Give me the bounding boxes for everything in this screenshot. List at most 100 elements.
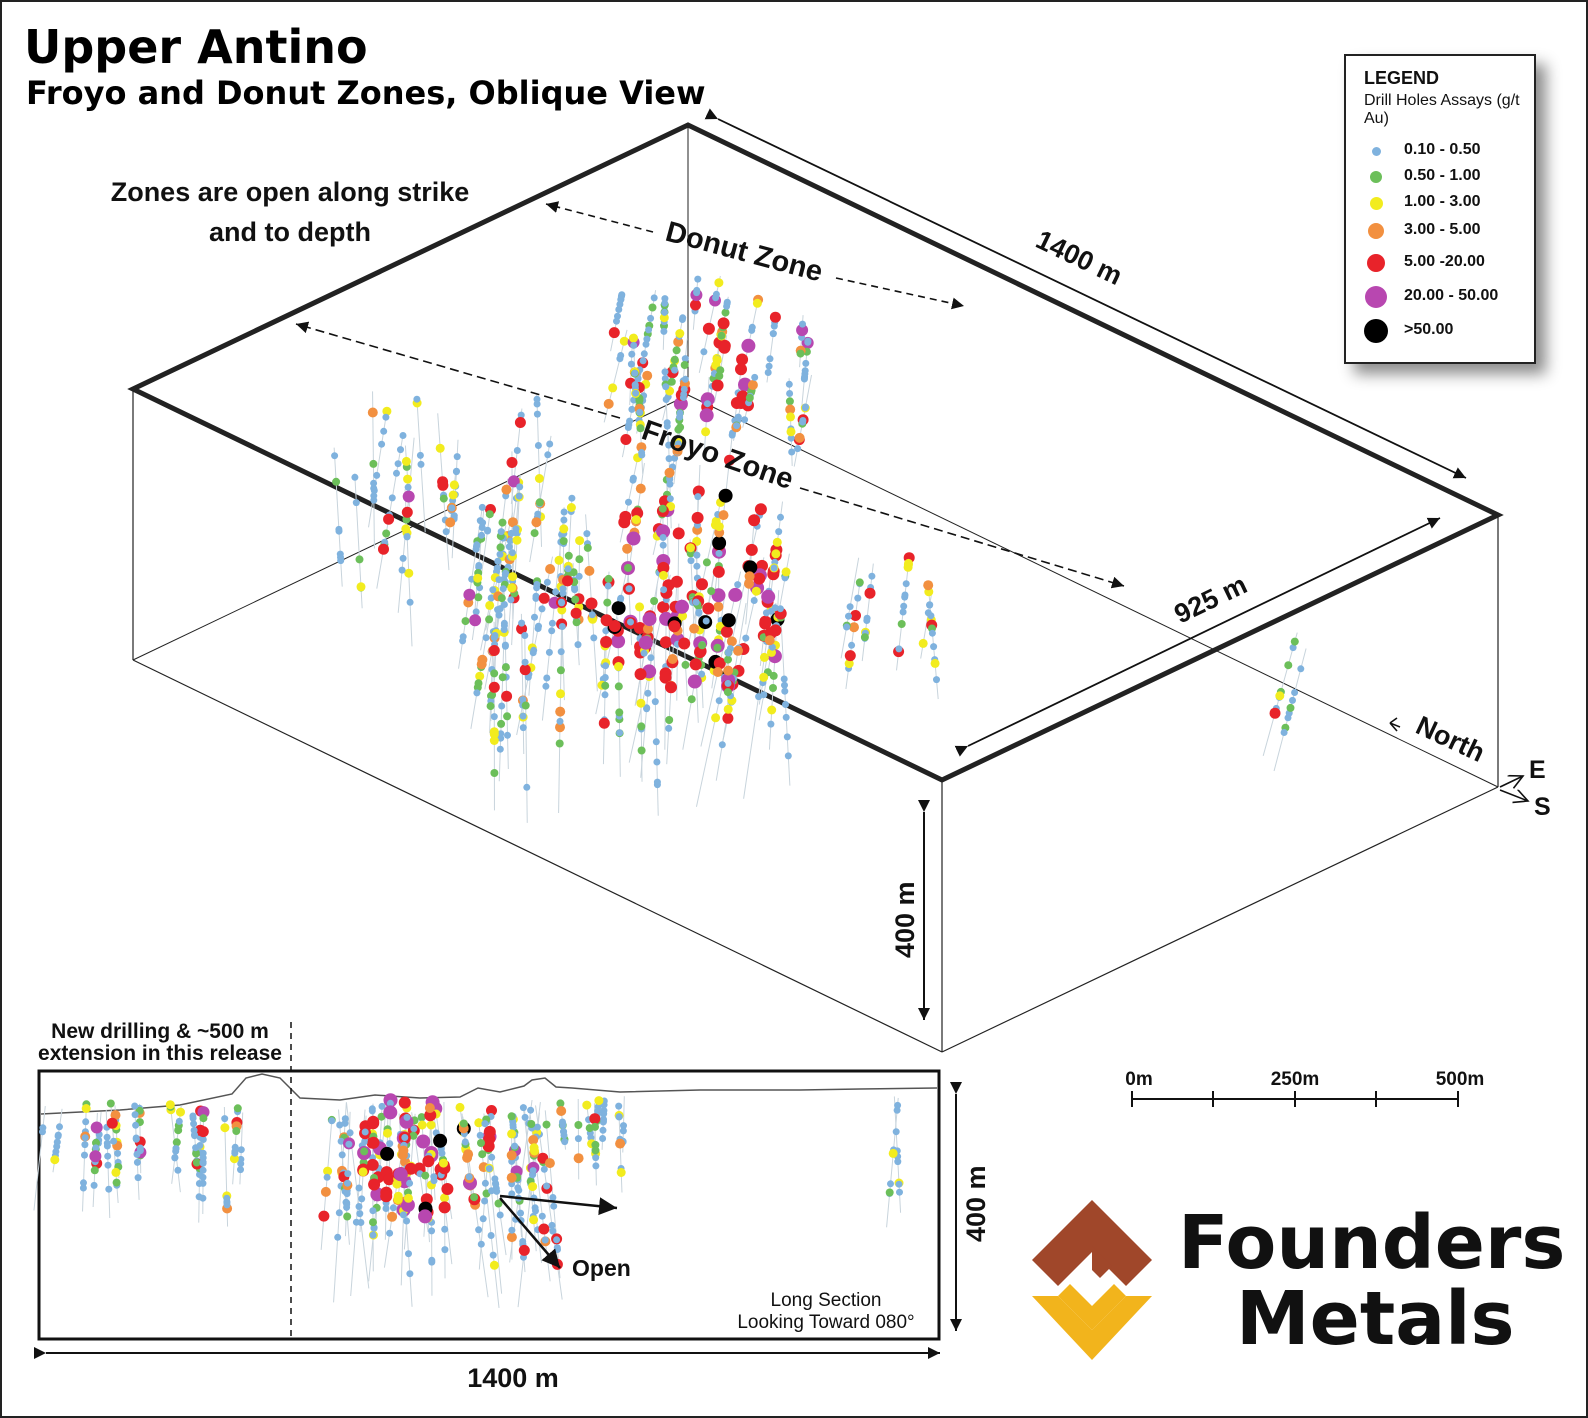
assay-point	[619, 1127, 627, 1135]
assay-point	[648, 303, 657, 312]
assay-point	[718, 510, 729, 521]
assay-point	[670, 575, 683, 588]
assay-point	[506, 537, 514, 545]
assay-point	[588, 611, 596, 619]
legend-item: 20.00 - 50.00	[1346, 284, 1534, 310]
assay-point	[548, 1221, 556, 1229]
assay-point	[485, 1165, 493, 1173]
assay-point	[463, 1149, 474, 1160]
assay-point	[369, 1218, 377, 1227]
donut-zone-arrow-west	[545, 201, 654, 233]
assay-point	[386, 1140, 394, 1148]
assay-point	[382, 413, 390, 421]
assay-point	[401, 524, 411, 534]
assay-point	[782, 713, 790, 721]
assay-point	[497, 719, 506, 728]
assay-point	[459, 633, 467, 641]
assay-point	[662, 396, 670, 403]
assay-point	[767, 705, 777, 715]
founders-metals-logo-icon	[1032, 1200, 1152, 1360]
assay-point	[382, 529, 391, 538]
assay-point	[404, 1162, 417, 1175]
assay-point	[782, 701, 789, 708]
assay-point	[542, 682, 550, 690]
assay-point	[506, 1232, 517, 1243]
assay-point	[678, 637, 691, 650]
assay-point	[498, 673, 507, 682]
assay-point	[550, 1202, 558, 1210]
assay-point	[485, 510, 494, 519]
assay-point	[894, 1101, 902, 1109]
assay-point	[752, 298, 762, 308]
assay-point	[572, 618, 581, 627]
assay-point	[1297, 665, 1305, 673]
assay-point	[728, 587, 743, 602]
assay-point	[661, 308, 668, 316]
assay-point	[923, 580, 934, 591]
assay-point	[229, 1154, 239, 1164]
assay-point	[687, 674, 702, 689]
assay-point	[930, 658, 940, 668]
assay-point	[439, 494, 448, 503]
assay-point	[397, 446, 404, 454]
assay-point	[781, 681, 788, 689]
logo-line1: Founders	[1178, 1200, 1566, 1286]
assay-point	[508, 1226, 516, 1234]
assay-point	[561, 1138, 569, 1146]
assay-point	[602, 662, 610, 670]
assay-point	[528, 1182, 538, 1192]
assay-point	[760, 691, 768, 699]
logo-chevron-top	[1032, 1200, 1152, 1286]
assay-point	[687, 557, 695, 565]
assay-point	[192, 1144, 200, 1152]
assay-point	[103, 1133, 111, 1141]
assay-point	[796, 349, 805, 358]
legend-label: 1.00 - 3.00	[1404, 193, 1481, 210]
assay-point	[172, 1145, 180, 1153]
assay-point	[387, 1211, 398, 1222]
assay-point	[399, 1211, 407, 1219]
assay-point	[543, 1182, 551, 1190]
assay-point	[220, 1123, 230, 1133]
assay-point	[533, 1123, 541, 1131]
legend-swatch-icon	[1371, 146, 1381, 156]
long-section-inset: New drilling & ~500 m extension in this …	[33, 1020, 991, 1393]
assay-point	[591, 1146, 600, 1155]
assay-point	[689, 623, 700, 634]
assay-point	[488, 1187, 495, 1195]
assay-point	[388, 494, 396, 502]
assay-point	[555, 722, 565, 733]
assay-point	[517, 1209, 524, 1217]
assay-point	[485, 615, 494, 624]
assay-point	[401, 456, 411, 466]
assay-point	[608, 383, 618, 393]
assay-point	[489, 1260, 499, 1270]
assay-point	[521, 632, 529, 639]
assay-point	[386, 1099, 394, 1107]
assay-point	[783, 733, 791, 741]
drill-trace	[477, 1117, 500, 1309]
assay-point	[337, 1137, 345, 1145]
assay-point	[698, 641, 707, 650]
assay-point	[679, 314, 687, 322]
assay-point	[496, 745, 504, 753]
assay-point	[918, 638, 928, 648]
assay-point	[620, 1122, 627, 1130]
assay-point	[692, 598, 700, 606]
assay-point	[1291, 689, 1299, 696]
assay-point	[634, 668, 647, 681]
drill-trace	[33, 1106, 46, 1211]
assay-point	[394, 460, 402, 468]
assay-point	[552, 588, 560, 596]
assay-point	[549, 1227, 557, 1235]
assay-point	[616, 1168, 626, 1177]
assay-point	[769, 671, 778, 680]
assay-point	[665, 455, 673, 463]
assay-point	[626, 531, 641, 546]
assay-point	[643, 335, 651, 343]
assay-point	[366, 1158, 379, 1171]
assay-point	[745, 543, 758, 556]
assay-point	[665, 681, 677, 694]
assay-point	[199, 1136, 207, 1143]
south-label: S	[1534, 793, 1551, 821]
